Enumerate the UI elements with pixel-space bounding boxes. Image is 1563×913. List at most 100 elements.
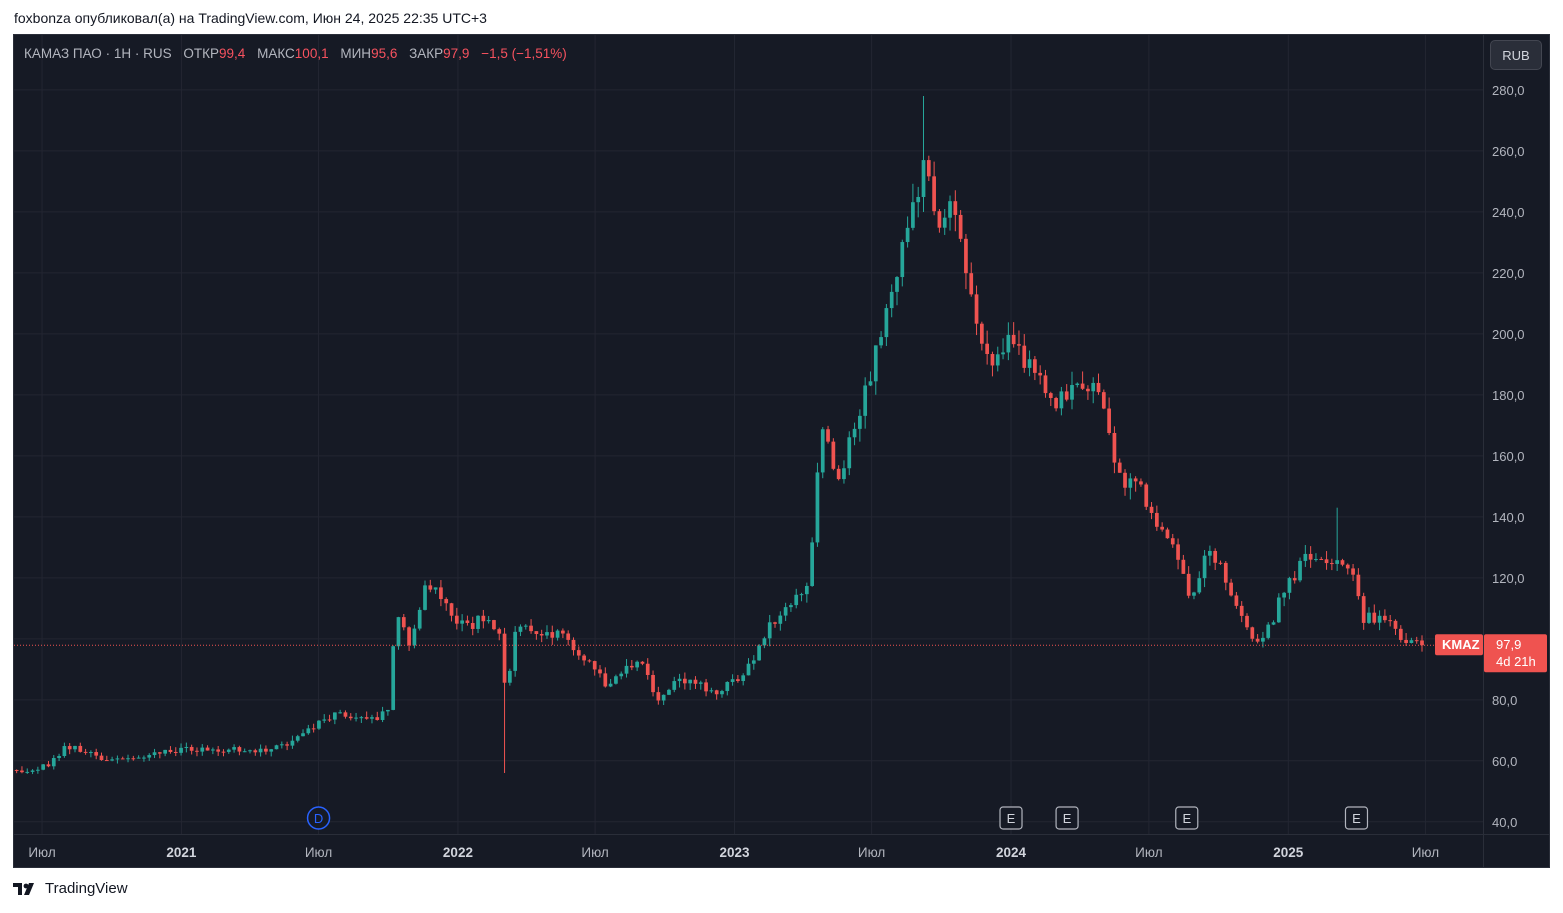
candle-body: [290, 740, 295, 746]
x-tick-label: Июл: [1412, 845, 1439, 860]
candle-body: [1377, 615, 1382, 623]
legend-symbol[interactable]: КАМАЗ ПАО: [24, 46, 102, 61]
candle-body: [842, 468, 846, 480]
chart-pane[interactable]: 40,060,080,0100,0120,0140,0160,0180,0200…: [13, 34, 1550, 868]
candle-body: [295, 736, 300, 741]
grid-layer: [14, 35, 1483, 834]
candle-body: [1414, 640, 1419, 642]
candle-body: [1101, 392, 1106, 409]
candle-body: [115, 758, 120, 760]
candle-body: [94, 752, 99, 756]
candle-body: [831, 441, 836, 469]
candle-body: [306, 728, 311, 734]
y-tick-label: 80,0: [1492, 693, 1517, 708]
candle-body: [327, 719, 332, 721]
candle-body: [985, 343, 990, 355]
candle-body: [1112, 432, 1117, 463]
earnings-marker-icon[interactable]: [999, 806, 1023, 830]
candle-body: [1213, 550, 1218, 563]
candle-body: [884, 308, 889, 338]
candle-body: [1367, 612, 1371, 623]
candle-body: [990, 354, 995, 366]
badge-price: 97,9: [1496, 637, 1521, 652]
candle-body: [545, 632, 549, 636]
candle-body: [948, 201, 952, 218]
candle-body: [36, 769, 40, 771]
candle-body: [1276, 597, 1281, 623]
candle-body: [348, 716, 353, 719]
earnings-marker-icon[interactable]: [1344, 806, 1369, 830]
earnings-marker-icon[interactable]: [1055, 806, 1079, 830]
candle-body: [1054, 397, 1058, 409]
candle-body: [953, 201, 958, 215]
y-tick-label: 240,0: [1492, 205, 1525, 220]
candle-body: [523, 625, 528, 627]
candle-body: [1223, 562, 1228, 583]
candle-body: [778, 615, 783, 624]
candle-body: [1165, 529, 1170, 539]
candle-body: [1388, 620, 1393, 622]
candle-body: [285, 744, 289, 746]
footer-brand[interactable]: TradingView: [13, 880, 128, 897]
candle-body: [916, 196, 921, 203]
candle-body: [1340, 560, 1345, 565]
candle-body: [1393, 620, 1398, 629]
x-tick-label: 2022: [443, 845, 473, 860]
candle-body: [995, 354, 1000, 366]
candle-body: [237, 747, 242, 752]
candle-body: [937, 211, 942, 228]
earnings-marker-label: E: [1182, 811, 1191, 826]
candlestick-chart[interactable]: 40,060,080,0100,0120,0140,0160,0180,0200…: [14, 35, 1549, 867]
candle-body: [1128, 478, 1133, 488]
x-tick-label: Июл: [28, 845, 55, 860]
candle-body: [1314, 558, 1318, 560]
badge-price-bg: [1484, 634, 1547, 673]
legend-open-value: 99,4: [219, 46, 246, 61]
candle-body: [688, 679, 693, 684]
candle-body: [836, 468, 841, 480]
y-tick-label: 120,0: [1492, 571, 1525, 586]
candle-body: [73, 745, 77, 750]
candle-body: [1017, 344, 1021, 346]
candle-body: [1218, 562, 1223, 564]
currency-button[interactable]: RUB: [1490, 40, 1542, 70]
dividend-marker-icon[interactable]: [306, 806, 331, 830]
candle-body: [1250, 627, 1255, 639]
candle-body: [751, 660, 756, 664]
candle-body: [1208, 550, 1212, 556]
candle-body: [168, 749, 173, 752]
candle-body: [62, 746, 67, 757]
candle-body: [152, 752, 157, 756]
candle-body: [179, 747, 183, 753]
candle-body: [454, 615, 459, 624]
candle-body: [773, 622, 777, 624]
candle-body: [624, 665, 629, 674]
candle-body: [1154, 512, 1159, 527]
candle-body: [698, 682, 703, 684]
candle-body: [1398, 628, 1403, 640]
candle-body: [195, 750, 199, 752]
y-tick-label: 160,0: [1492, 449, 1525, 464]
candle-body: [1372, 612, 1377, 623]
x-tick-label: 2023: [719, 845, 750, 860]
candle-body: [741, 675, 746, 681]
candle-body: [110, 759, 114, 761]
candle-body: [736, 679, 740, 681]
candle-body: [693, 679, 698, 684]
legend-sep: ·: [105, 46, 111, 61]
candle-body: [651, 674, 655, 693]
candle-body: [592, 661, 597, 670]
candle-body: [1086, 388, 1090, 392]
candle-body: [401, 617, 406, 628]
candle-body: [629, 665, 634, 668]
candle-body: [730, 679, 735, 682]
earnings-marker-icon[interactable]: [1175, 806, 1199, 830]
candle-body: [598, 669, 602, 674]
candle-body: [1409, 640, 1414, 643]
legend-open-label: ОТКР: [183, 46, 220, 61]
candle-body: [1006, 334, 1011, 353]
candle-body: [1335, 560, 1340, 564]
candle-body: [104, 760, 109, 762]
candle-body: [1298, 560, 1302, 581]
candle-body: [311, 728, 316, 730]
